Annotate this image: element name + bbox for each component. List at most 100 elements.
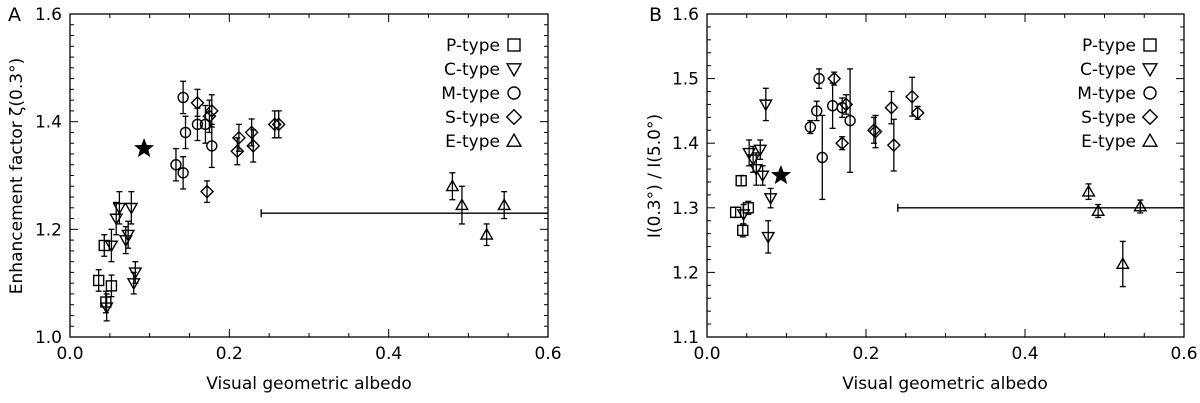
legend-symbol-c-type xyxy=(1141,63,1159,78)
data-point-e-type xyxy=(479,227,494,240)
legend-label: P-type xyxy=(446,36,500,56)
panel-b-xtick-label: 0.2 xyxy=(852,344,879,364)
data-point-m-type xyxy=(844,114,856,127)
data-point-m-type xyxy=(813,72,825,85)
panel-a-xtick-label: 0.2 xyxy=(216,344,243,364)
panel-b-legend: P-type C-type M-type S-type E-type xyxy=(1077,36,1159,152)
data-point-c-type xyxy=(763,193,778,206)
panel-a-x-axis-label: Visual geometric albedo xyxy=(206,374,412,394)
data-point-e-type xyxy=(1081,184,1096,197)
data-point-s-type xyxy=(827,71,842,86)
panel-b-ytick-label: 1.4 xyxy=(672,134,699,154)
legend-symbol-s-type xyxy=(505,108,523,126)
data-point-p-type xyxy=(737,224,749,237)
legend-symbol-p-type xyxy=(1143,38,1157,52)
data-point-e-type xyxy=(1115,256,1130,270)
data-point-s-type xyxy=(886,138,901,153)
panel-a-xtick-label: 0.4 xyxy=(375,344,402,364)
data-point-e-type xyxy=(445,179,460,192)
star-marker xyxy=(133,137,155,158)
legend-symbol-s-type xyxy=(1141,108,1159,126)
data-point-p-type xyxy=(98,239,110,252)
panel-b-marks xyxy=(729,68,1184,288)
panel-b-y-axis-label: I(0.3°) / I(5.0°) xyxy=(645,114,665,238)
data-point-p-type xyxy=(92,274,105,287)
panel-a-xtick-label: 0.0 xyxy=(56,344,83,364)
data-point-p-type xyxy=(100,296,112,308)
panel-a-marks xyxy=(92,80,548,322)
data-point-m-type xyxy=(177,167,189,179)
panel-a-ticks xyxy=(69,13,549,338)
panel-b-ytick-label: 1.1 xyxy=(672,328,699,348)
panel-b-ytick-label: 1.2 xyxy=(672,263,699,283)
data-point-m-type xyxy=(804,121,817,133)
data-point-s-type xyxy=(884,100,899,115)
panel-a-legend: P-type C-type M-type S-type E-type xyxy=(441,36,523,152)
legend-label: E-type xyxy=(445,132,500,152)
data-point-s-type xyxy=(835,136,850,151)
legend-label: E-type xyxy=(1081,132,1136,152)
data-point-s-type xyxy=(200,184,215,199)
data-point-s-type xyxy=(246,138,261,153)
data-point-c-type xyxy=(124,202,139,215)
legend-label: P-type xyxy=(1082,36,1136,56)
data-point-c-type xyxy=(761,231,776,245)
legend-label: M-type xyxy=(1077,84,1136,104)
data-point-p-type xyxy=(105,280,118,292)
data-point-c-type xyxy=(121,229,136,242)
panel-a-label: A xyxy=(8,4,21,26)
data-point-c-type xyxy=(99,302,114,315)
data-point-s-type xyxy=(868,124,883,139)
data-point-e-type xyxy=(1091,203,1106,217)
data-point-s-type xyxy=(244,125,259,140)
data-point-c-type xyxy=(126,278,141,291)
panel-b: B 0.0 0.2 0.4 0.6 1.1 1.2 1.3 1.4 1.5 1.… xyxy=(645,4,1198,394)
panel-b-xtick-label: 0.4 xyxy=(1011,344,1038,364)
panel-a-ytick-label: 1.2 xyxy=(35,220,62,240)
data-point-c-type xyxy=(753,144,768,157)
panel-b-tick-labels: 0.0 0.2 0.4 0.6 1.1 1.2 1.3 1.4 1.5 1.6 xyxy=(672,5,1198,364)
data-point-s-type xyxy=(839,97,854,112)
panel-b-ytick-label: 1.6 xyxy=(672,5,699,25)
data-point-e-type xyxy=(497,197,512,211)
legend-label: C-type xyxy=(1080,60,1136,80)
data-point-e-type xyxy=(1133,199,1148,212)
data-point-m-type xyxy=(179,126,192,139)
legend-symbol-p-type xyxy=(507,38,521,52)
panel-a-y-axis-label: Enhancement factor ζ(0.3°) xyxy=(7,58,27,294)
data-point-s-type xyxy=(204,103,219,118)
legend-label: C-type xyxy=(444,60,500,80)
data-point-c-type xyxy=(736,209,751,222)
data-point-e-type xyxy=(455,197,469,211)
panel-a-xtick-label: 0.6 xyxy=(534,344,561,364)
panel-a-ytick-label: 1.0 xyxy=(35,328,62,348)
panel-a-tick-labels: 0.0 0.2 0.4 0.6 1.0 1.2 1.4 1.6 xyxy=(35,5,562,364)
panel-b-ytick-label: 1.3 xyxy=(672,199,699,219)
data-point-c-type xyxy=(755,170,770,183)
legend-symbol-m-type xyxy=(1143,86,1157,100)
panel-a: A 0.0 0.2 0.4 0.6 1.0 1.2 1.4 1.6 Visual… xyxy=(7,4,562,394)
panel-b-ytick-label: 1.5 xyxy=(672,70,699,90)
panel-a-ytick-label: 1.4 xyxy=(35,113,62,133)
panel-b-label: B xyxy=(649,4,662,26)
data-point-s-type xyxy=(271,117,286,132)
data-point-s-type xyxy=(231,130,246,145)
data-point-s-type xyxy=(910,105,925,120)
data-point-m-type xyxy=(170,159,182,171)
data-point-s-type xyxy=(202,109,217,124)
data-point-m-type xyxy=(816,151,828,164)
legend-symbol-e-type xyxy=(1141,132,1159,147)
data-point-c-type xyxy=(112,202,127,215)
panel-b-xtick-label: 0.6 xyxy=(1170,344,1197,364)
data-point-m-type xyxy=(206,140,218,152)
data-point-c-type xyxy=(758,99,773,112)
panel-b-x-axis-label: Visual geometric albedo xyxy=(842,374,1048,394)
legend-symbol-e-type xyxy=(505,132,523,147)
legend-symbol-c-type xyxy=(505,63,523,78)
data-point-m-type xyxy=(191,118,204,131)
data-point-s-type xyxy=(190,95,205,110)
star-marker xyxy=(770,164,792,185)
data-point-p-type xyxy=(735,174,747,187)
legend-label: S-type xyxy=(445,108,500,128)
